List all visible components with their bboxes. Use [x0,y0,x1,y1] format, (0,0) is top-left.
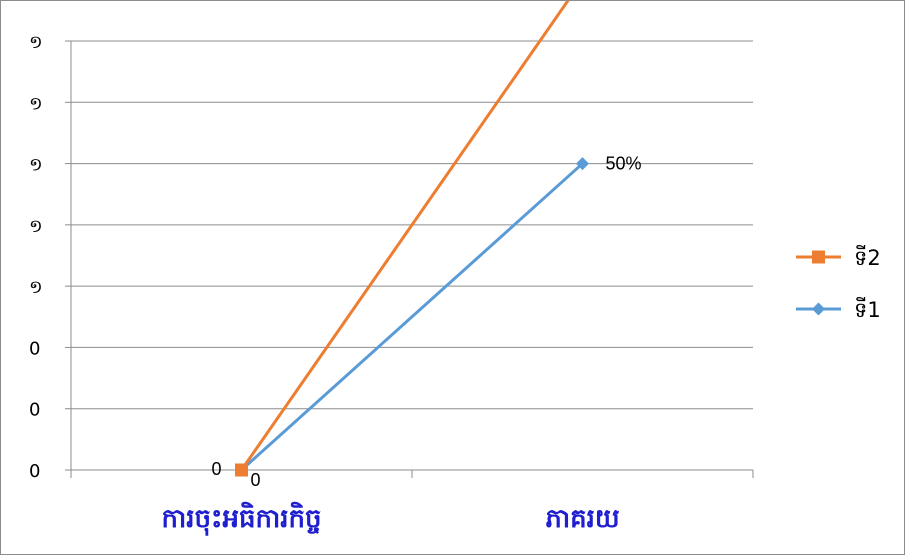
y-tick-label: 0 [29,400,40,421]
x-category-label: ភាគរយ [545,504,620,534]
legend-marker [812,250,825,264]
data-point [235,463,248,477]
legend-label: ទី1 [854,297,881,322]
y-tick-label: 0 [29,338,40,359]
y-tick-label: ១ [29,216,43,237]
y-tick-label: ១ [29,93,43,114]
data-label: 50% [606,154,642,174]
y-tick-label: ១ [29,277,43,298]
y-tick-label: ១ [29,155,43,176]
series-line [240,162,584,472]
legend-label: ទី2 [854,245,881,270]
x-category-label: ការចុះអធិការកិច្ច [162,501,322,536]
legend-marker [812,302,825,316]
data-point [576,157,589,171]
series-line [240,1,570,471]
data-label: 0 [212,459,222,479]
y-tick-label: 0 [29,461,40,482]
y-tick-label: ១ [29,32,43,53]
data-label: 0 [251,470,261,490]
